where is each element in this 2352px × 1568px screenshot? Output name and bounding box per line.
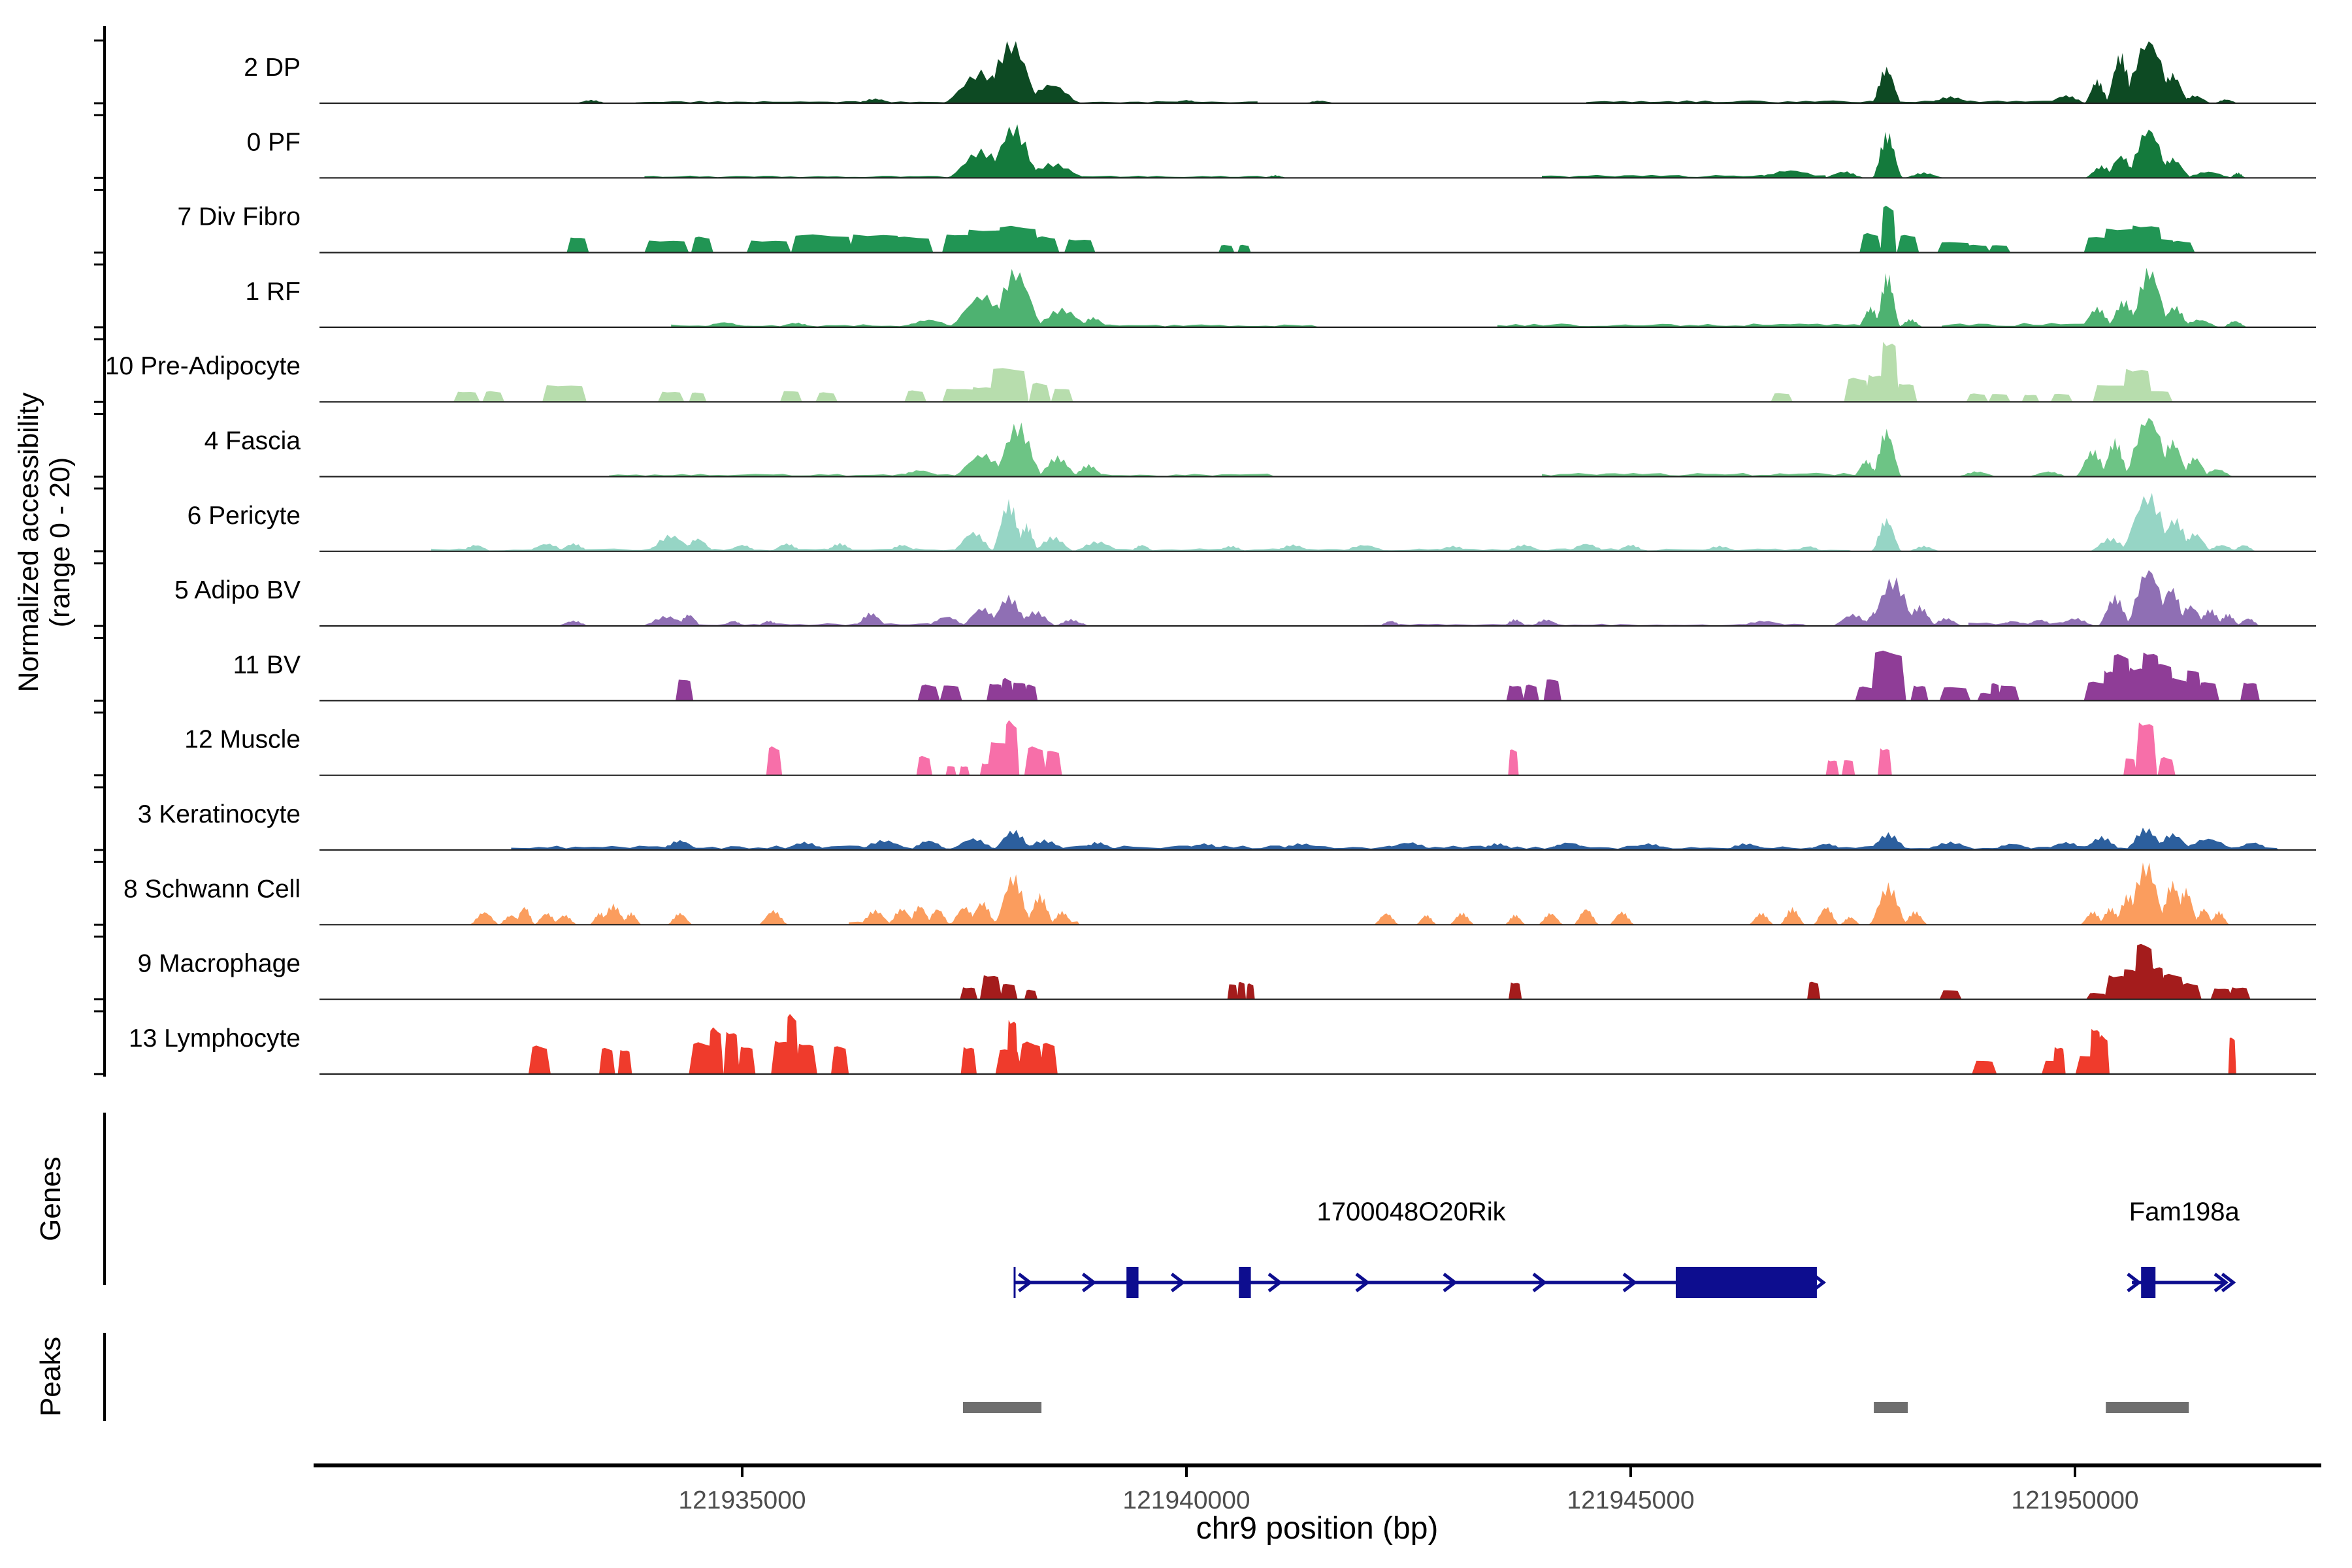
gene-exon	[2141, 1267, 2156, 1298]
track-label: 11 BV	[233, 651, 301, 679]
track-row: 6 Pericyte	[94, 487, 2316, 553]
track-label: 2 DP	[244, 54, 301, 82]
track-row: 7 Div Fibro	[94, 189, 2316, 254]
gene-name: Fam198a	[2129, 1198, 2240, 1226]
peak-bar	[1874, 1402, 1908, 1413]
track-signal	[644, 124, 2247, 178]
strand-arrow-icon	[1267, 1273, 1283, 1292]
track-signal	[766, 720, 2176, 776]
x-axis-title: chr9 position (bp)	[1196, 1511, 1439, 1546]
track-row: 5 Adipo BV	[94, 562, 2316, 627]
track-row: 8 Schwann Cell	[94, 860, 2316, 926]
track-signal	[609, 417, 2235, 477]
gene-exon	[1126, 1267, 1139, 1298]
gene-exon	[1239, 1267, 1251, 1298]
strand-arrow-icon	[1081, 1273, 1097, 1292]
strand-arrow-icon	[1811, 1273, 1827, 1292]
track-label: 0 PF	[247, 128, 301, 156]
y-axis-label-line2: (range 0 - 20)	[44, 457, 76, 628]
strand-arrow-icon	[1443, 1273, 1458, 1292]
track-signal	[453, 342, 2173, 402]
track-signal	[511, 827, 2279, 850]
track-row: 13 Lymphocyte	[94, 1010, 2316, 1075]
track-label: 13 Lymphocyte	[129, 1024, 301, 1053]
y-axis-label-line1: Normalized accessibility	[13, 392, 44, 692]
strand-arrow-icon	[1355, 1273, 1371, 1292]
peaks-section: Peaks	[35, 1333, 2189, 1421]
x-axis: 121935000 121940000 121945000 121950000 chr9…	[314, 1463, 2321, 1546]
tracks-section: 2 DP 0 PF 7 Div Fibro 1 RF 10 Pre-Adipocyte 4…	[94, 39, 2316, 1075]
track-signal	[528, 1014, 2236, 1074]
peaks-section-label: Peaks	[35, 1337, 67, 1416]
track-label: 1 RF	[245, 278, 301, 306]
track-label: 8 Schwann Cell	[123, 875, 301, 903]
track-label: 6 Pericyte	[188, 502, 301, 530]
track-signal	[566, 205, 2195, 253]
track-row: 0 PF	[94, 114, 2316, 179]
gene-name: 1700048O20Rik	[1317, 1198, 1507, 1226]
track-row: 4 Fascia	[94, 413, 2316, 478]
track-label: 3 Keratinocyte	[138, 800, 301, 828]
track-signal	[555, 570, 2262, 627]
track-label: 5 Adipo BV	[174, 576, 301, 604]
track-signal	[671, 267, 2249, 327]
peak-bar	[962, 1402, 1042, 1413]
track-signal	[573, 41, 2240, 103]
track-row: 1 RF	[94, 263, 2316, 329]
strand-arrow-icon	[2213, 1273, 2229, 1292]
strand-arrow-icon	[1170, 1273, 1186, 1292]
peak-bar	[2106, 1402, 2189, 1413]
track-row: 10 Pre-Adipocyte	[94, 338, 2316, 403]
strand-arrow-icon	[2127, 1273, 2142, 1292]
x-axis-tick-label: 121950000	[2011, 1486, 2138, 1514]
track-row: 2 DP	[94, 39, 2316, 105]
strand-arrow-icon	[1017, 1273, 1033, 1292]
strand-arrow-icon	[1622, 1273, 1638, 1292]
strand-arrow-icon	[2221, 1273, 2236, 1292]
x-axis-tick-label: 121940000	[1122, 1486, 1250, 1514]
track-label: 9 Macrophage	[138, 950, 301, 978]
track-signal	[676, 650, 2260, 701]
strand-arrow-icon	[1532, 1273, 1548, 1292]
track-signal	[431, 493, 2257, 551]
track-label: 4 Fascia	[204, 427, 301, 455]
genes-section-label: Genes	[35, 1156, 67, 1241]
track-signal	[960, 943, 2251, 1000]
gene-exon	[1675, 1267, 1817, 1298]
x-axis-tick-label: 121945000	[1567, 1486, 1694, 1514]
gene-model: Fam198a	[2127, 1198, 2240, 1298]
track-row: 11 BV	[94, 636, 2316, 702]
track-label: 10 Pre-Adipocyte	[105, 352, 301, 380]
genes-section: Genes 1700048O20Rik Fam198a	[35, 1113, 2240, 1298]
gene-model: 1700048O20Rik	[1013, 1198, 1827, 1298]
track-row: 3 Keratinocyte	[94, 786, 2316, 851]
track-label: 12 Muscle	[184, 726, 301, 754]
track-signal	[468, 862, 2230, 925]
track-label: 7 Div Fibro	[177, 203, 301, 231]
track-row: 12 Muscle	[94, 711, 2316, 777]
x-axis-tick-label: 121935000	[678, 1486, 806, 1514]
track-row: 9 Macrophage	[94, 936, 2316, 1001]
